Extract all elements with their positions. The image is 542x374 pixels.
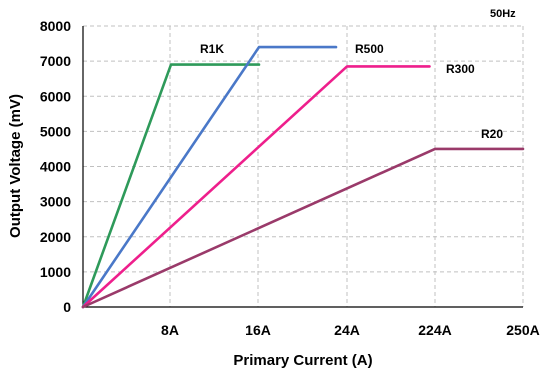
x-tick-label: 224A (418, 322, 451, 338)
y-tick-label: 1000 (40, 264, 71, 280)
y-tick-labels: 0 1000 2000 3000 4000 5000 6000 7000 8000 (40, 18, 71, 315)
x-tick-label: 250A (506, 322, 539, 338)
y-tick-label: 6000 (40, 88, 71, 104)
x-axis-label: Primary Current (A) (233, 352, 372, 369)
y-tick-label: 0 (63, 299, 71, 315)
x-tick-label: 8A (161, 322, 179, 338)
series-line-r300 (81, 65, 431, 309)
series-label-r300: R300 (446, 62, 475, 76)
y-tick-label: 7000 (40, 53, 71, 69)
x-tick-label: 24A (334, 322, 360, 338)
x-tick-label: 16A (245, 322, 271, 338)
series-line-r500 (81, 45, 338, 309)
series-line-r1k (81, 63, 261, 309)
y-tick-label: 3000 (40, 194, 71, 210)
grid-lines (83, 25, 524, 307)
axes (82, 26, 523, 308)
y-tick-label: 4000 (40, 159, 71, 175)
x-tick-labels: 8A 16A 24A 224A 250A (161, 322, 540, 338)
y-tick-label: 5000 (40, 123, 71, 139)
y-axis-label: Output Voltage (mV) (7, 94, 24, 238)
series-label-r500: R500 (355, 42, 384, 56)
frequency-note: 50Hz (490, 8, 516, 20)
series-line-r20 (81, 147, 525, 309)
y-tick-label: 2000 (40, 229, 71, 245)
series-lines (81, 45, 525, 309)
y-tick-label: 8000 (40, 18, 71, 34)
series-label-r20: R20 (481, 127, 503, 141)
series-labels: R1K R500 R300 R20 (200, 42, 503, 141)
series-label-r1k: R1K (200, 42, 224, 56)
